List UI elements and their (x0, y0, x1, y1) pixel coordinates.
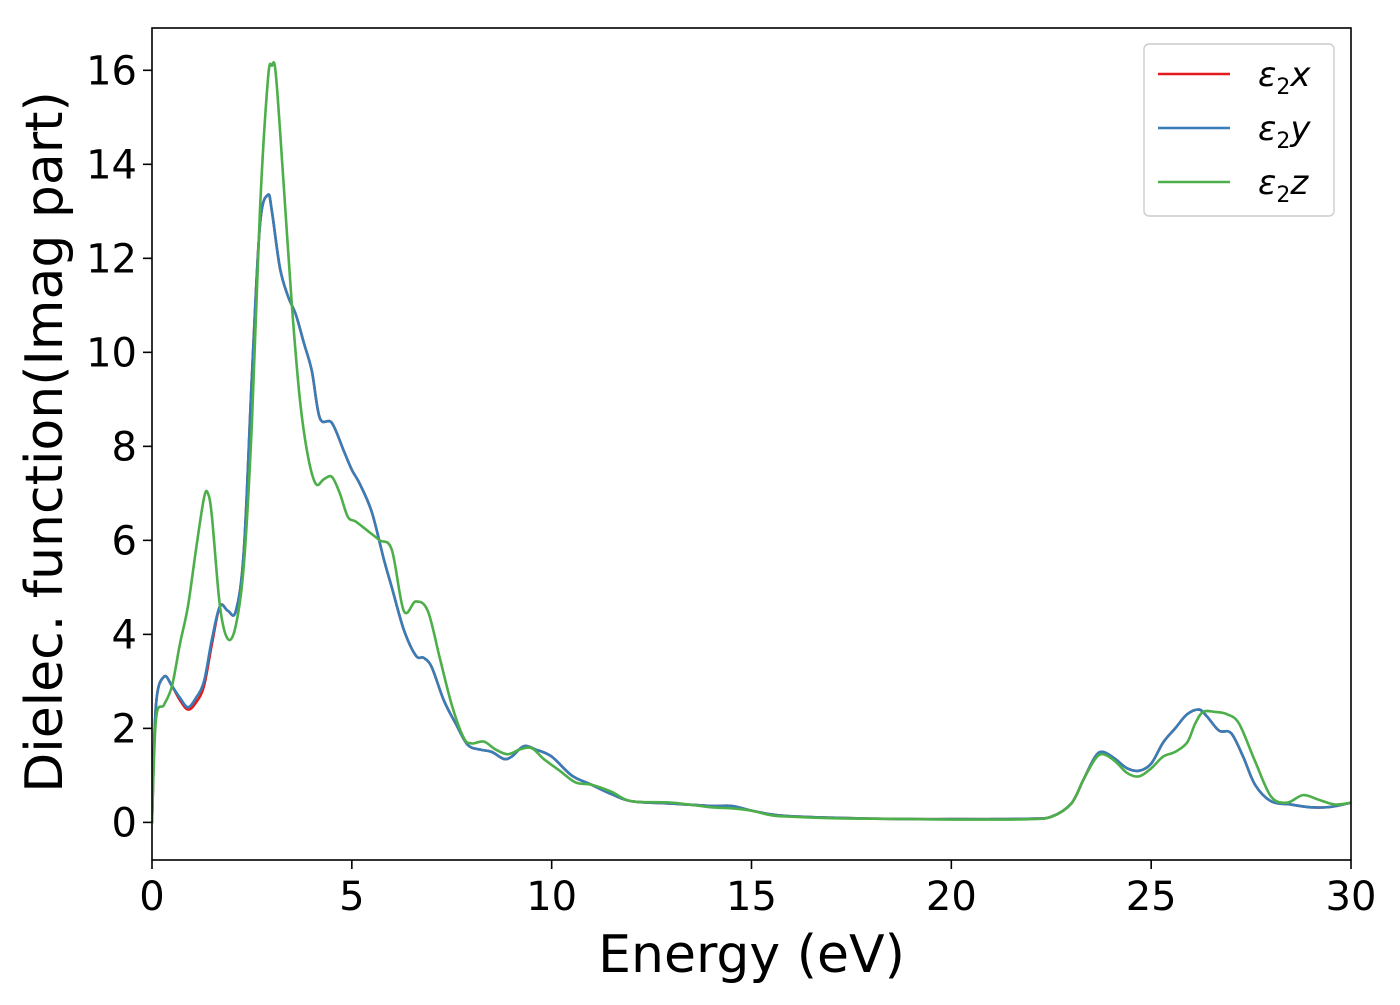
legend-item-z: ε2z (1158, 163, 1309, 208)
x-tick-label: 25 (1126, 874, 1177, 920)
x-tick-label: 20 (926, 874, 977, 920)
y-tick-label: 8 (112, 424, 137, 470)
y-tick-label: 4 (112, 612, 137, 658)
series-line-x (152, 193, 1351, 824)
x-tick-label: 30 (1326, 874, 1377, 920)
y-tick-label: 12 (86, 236, 137, 282)
legend: ε2x ε2y ε2z (1143, 43, 1335, 217)
y-tick-label: 10 (86, 330, 137, 376)
x-tick-label: 10 (526, 874, 577, 920)
y-axis-title: Dielec. function(Imag part) (15, 91, 75, 793)
series-layer (152, 61, 1351, 824)
legend-label: ε2x (1258, 55, 1311, 100)
series-line-y (152, 193, 1351, 824)
y-tick-label: 6 (112, 518, 137, 564)
x-axis: 0 5 10 15 20 25 30 (139, 860, 1376, 920)
y-tick-label: 0 (112, 800, 137, 846)
y-axis: 0 2 4 6 8 10 12 14 16 (86, 48, 152, 846)
y-tick-label: 2 (112, 706, 137, 752)
legend-box (1143, 43, 1335, 217)
legend-label: ε2z (1258, 163, 1309, 208)
y-tick-label: 16 (86, 48, 137, 94)
x-axis-title: Energy (eV) (598, 925, 905, 985)
y-tick-label: 14 (86, 142, 137, 188)
x-tick-label: 15 (726, 874, 777, 920)
legend-item-y: ε2y (1158, 109, 1311, 154)
x-tick-label: 5 (339, 874, 364, 920)
legend-label: ε2y (1258, 109, 1311, 154)
x-tick-label: 0 (139, 874, 164, 920)
legend-item-x: ε2x (1158, 55, 1311, 100)
series-line-z (152, 61, 1351, 824)
